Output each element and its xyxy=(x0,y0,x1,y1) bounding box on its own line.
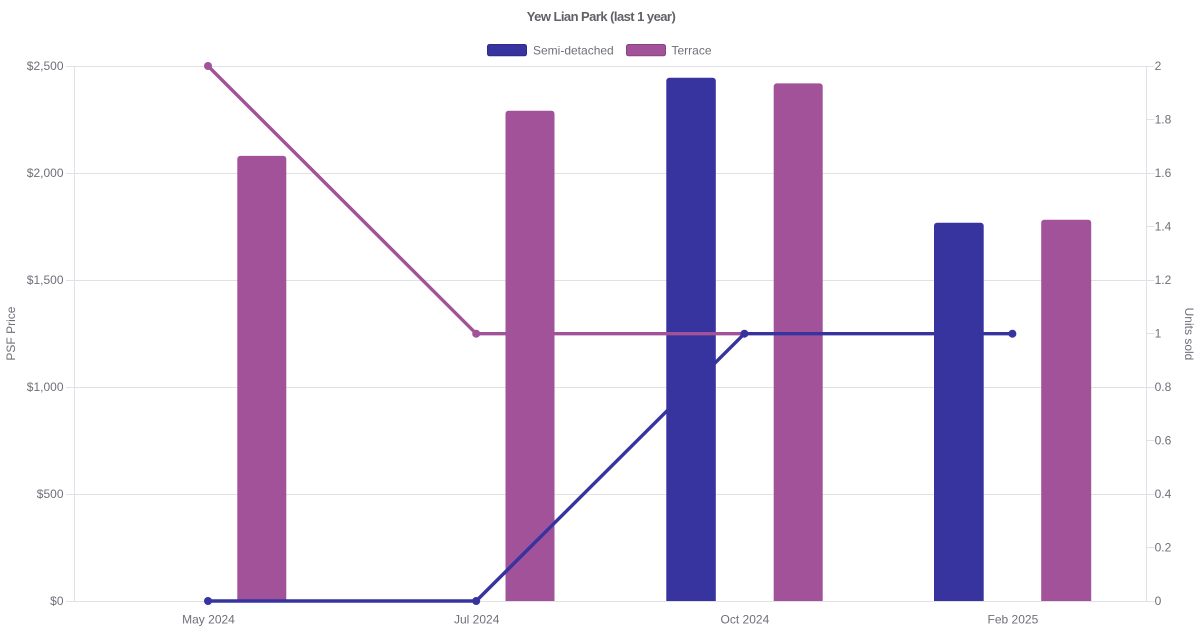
svg-text:2: 2 xyxy=(1155,59,1162,73)
svg-text:Units sold: Units sold xyxy=(1182,308,1196,361)
svg-text:1.2: 1.2 xyxy=(1155,273,1172,287)
svg-text:$1,000: $1,000 xyxy=(27,380,64,394)
svg-text:1.4: 1.4 xyxy=(1155,220,1172,234)
svg-text:0.4: 0.4 xyxy=(1155,487,1172,501)
svg-text:Oct 2024: Oct 2024 xyxy=(721,613,770,627)
svg-text:Jul 2024: Jul 2024 xyxy=(454,613,500,627)
svg-text:1: 1 xyxy=(1155,327,1162,341)
svg-text:$2,500: $2,500 xyxy=(27,59,64,73)
svg-text:0: 0 xyxy=(1155,594,1162,608)
svg-text:$0: $0 xyxy=(50,594,64,608)
svg-text:1.8: 1.8 xyxy=(1155,113,1172,127)
svg-text:Yew Lian Park (last 1 year): Yew Lian Park (last 1 year) xyxy=(527,9,676,24)
svg-text:May 2024: May 2024 xyxy=(182,613,235,627)
svg-text:Terrace: Terrace xyxy=(672,44,712,58)
svg-text:PSF Price: PSF Price xyxy=(4,306,18,360)
svg-text:Semi-detached: Semi-detached xyxy=(533,44,614,58)
svg-text:$1,500: $1,500 xyxy=(27,273,64,287)
svg-text:1.6: 1.6 xyxy=(1155,166,1172,180)
svg-text:0.8: 0.8 xyxy=(1155,380,1172,394)
svg-text:$2,000: $2,000 xyxy=(27,166,64,180)
svg-text:0.2: 0.2 xyxy=(1155,540,1172,554)
svg-text:Feb 2025: Feb 2025 xyxy=(988,613,1039,627)
svg-text:0.6: 0.6 xyxy=(1155,433,1172,447)
svg-text:$500: $500 xyxy=(37,487,64,501)
